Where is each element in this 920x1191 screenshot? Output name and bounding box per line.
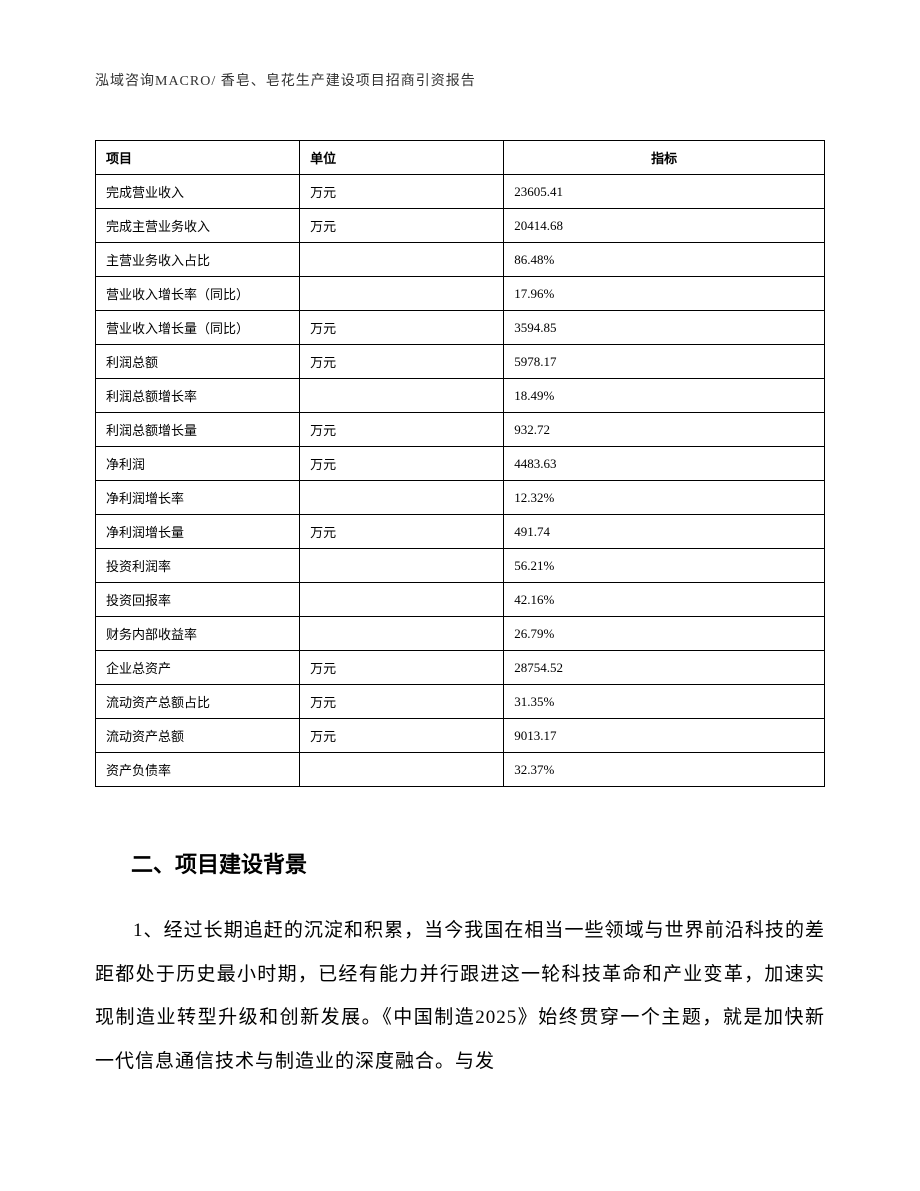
- cell-value: 18.49%: [504, 379, 825, 413]
- cell-unit: 万元: [300, 345, 504, 379]
- cell-unit: [300, 549, 504, 583]
- cell-item: 营业收入增长量（同比）: [96, 311, 300, 345]
- section-heading: 二、项目建设背景: [95, 847, 825, 879]
- financial-table: 项目 单位 指标 完成营业收入 万元 23605.41 完成主营业务收入 万元 …: [95, 140, 825, 787]
- cell-unit: 万元: [300, 311, 504, 345]
- cell-unit: 万元: [300, 209, 504, 243]
- cell-value: 28754.52: [504, 651, 825, 685]
- cell-item: 投资回报率: [96, 583, 300, 617]
- cell-value: 4483.63: [504, 447, 825, 481]
- cell-item: 流动资产总额: [96, 719, 300, 753]
- cell-item: 营业收入增长率（同比）: [96, 277, 300, 311]
- cell-unit: [300, 753, 504, 787]
- table-row: 流动资产总额占比 万元 31.35%: [96, 685, 825, 719]
- cell-value: 20414.68: [504, 209, 825, 243]
- cell-value: 491.74: [504, 515, 825, 549]
- table-row: 利润总额增长量 万元 932.72: [96, 413, 825, 447]
- cell-value: 31.35%: [504, 685, 825, 719]
- table-row: 流动资产总额 万元 9013.17: [96, 719, 825, 753]
- cell-unit: 万元: [300, 719, 504, 753]
- cell-item: 资产负债率: [96, 753, 300, 787]
- cell-unit: [300, 617, 504, 651]
- table-row: 投资回报率 42.16%: [96, 583, 825, 617]
- table-row: 主营业务收入占比 86.48%: [96, 243, 825, 277]
- cell-item: 净利润增长率: [96, 481, 300, 515]
- col-header-item: 项目: [96, 141, 300, 175]
- cell-unit: 万元: [300, 685, 504, 719]
- cell-item: 完成主营业务收入: [96, 209, 300, 243]
- table-row: 营业收入增长率（同比） 17.96%: [96, 277, 825, 311]
- table-row: 投资利润率 56.21%: [96, 549, 825, 583]
- cell-value: 12.32%: [504, 481, 825, 515]
- table-row: 资产负债率 32.37%: [96, 753, 825, 787]
- cell-unit: [300, 277, 504, 311]
- cell-unit: 万元: [300, 413, 504, 447]
- cell-item: 完成营业收入: [96, 175, 300, 209]
- cell-value: 17.96%: [504, 277, 825, 311]
- cell-value: 26.79%: [504, 617, 825, 651]
- cell-item: 流动资产总额占比: [96, 685, 300, 719]
- cell-unit: [300, 583, 504, 617]
- table-row: 完成主营业务收入 万元 20414.68: [96, 209, 825, 243]
- cell-item: 财务内部收益率: [96, 617, 300, 651]
- cell-item: 利润总额: [96, 345, 300, 379]
- cell-value: 932.72: [504, 413, 825, 447]
- cell-value: 32.37%: [504, 753, 825, 787]
- cell-unit: [300, 481, 504, 515]
- cell-unit: [300, 379, 504, 413]
- table-row: 企业总资产 万元 28754.52: [96, 651, 825, 685]
- cell-item: 投资利润率: [96, 549, 300, 583]
- table-row: 净利润增长率 12.32%: [96, 481, 825, 515]
- cell-value: 3594.85: [504, 311, 825, 345]
- table-header-row: 项目 单位 指标: [96, 141, 825, 175]
- table-row: 净利润增长量 万元 491.74: [96, 515, 825, 549]
- col-header-unit: 单位: [300, 141, 504, 175]
- col-header-value: 指标: [504, 141, 825, 175]
- cell-value: 23605.41: [504, 175, 825, 209]
- table-row: 利润总额增长率 18.49%: [96, 379, 825, 413]
- cell-item: 利润总额增长量: [96, 413, 300, 447]
- cell-item: 主营业务收入占比: [96, 243, 300, 277]
- cell-value: 86.48%: [504, 243, 825, 277]
- cell-value: 9013.17: [504, 719, 825, 753]
- table-row: 净利润 万元 4483.63: [96, 447, 825, 481]
- cell-value: 5978.17: [504, 345, 825, 379]
- cell-value: 42.16%: [504, 583, 825, 617]
- table-row: 完成营业收入 万元 23605.41: [96, 175, 825, 209]
- table-row: 营业收入增长量（同比） 万元 3594.85: [96, 311, 825, 345]
- cell-value: 56.21%: [504, 549, 825, 583]
- cell-unit: 万元: [300, 447, 504, 481]
- cell-item: 利润总额增长率: [96, 379, 300, 413]
- cell-unit: 万元: [300, 175, 504, 209]
- table-body: 完成营业收入 万元 23605.41 完成主营业务收入 万元 20414.68 …: [96, 175, 825, 787]
- table-row: 财务内部收益率 26.79%: [96, 617, 825, 651]
- cell-unit: [300, 243, 504, 277]
- cell-unit: 万元: [300, 515, 504, 549]
- cell-item: 企业总资产: [96, 651, 300, 685]
- cell-item: 净利润增长量: [96, 515, 300, 549]
- cell-item: 净利润: [96, 447, 300, 481]
- table-row: 利润总额 万元 5978.17: [96, 345, 825, 379]
- page-header: 泓域咨询MACRO/ 香皂、皂花生产建设项目招商引资报告: [95, 70, 825, 90]
- cell-unit: 万元: [300, 651, 504, 685]
- body-paragraph: 1、经过长期追赶的沉淀和积累，当今我国在相当一些领域与世界前沿科技的差距都处于历…: [95, 909, 825, 1084]
